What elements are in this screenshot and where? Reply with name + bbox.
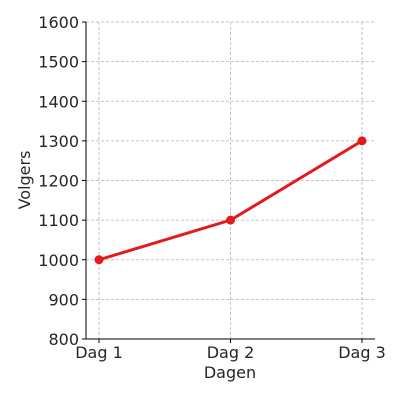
y-axis-label: Volgers: [15, 151, 34, 210]
x-tick-label: Dag 3: [338, 343, 386, 362]
x-axis-label: Dagen: [204, 363, 256, 382]
series-group: [94, 136, 367, 265]
data-point: [226, 215, 235, 225]
data-point: [357, 136, 367, 146]
data-point: [94, 255, 104, 265]
grid: [86, 21, 375, 340]
y-ticks: 800 900 1000 1100 1200 1300 1400 1500 1600: [38, 13, 86, 349]
y-tick-label: 1300: [38, 132, 79, 151]
x-ticks: Dag 1 Dag 2 Dag 3: [75, 339, 386, 362]
y-tick-label: 1100: [38, 211, 79, 230]
y-tick-label: 800: [48, 330, 79, 349]
y-tick-label: 1600: [38, 13, 79, 32]
y-tick-label: 1000: [38, 251, 79, 270]
y-tick-label: 1400: [38, 92, 79, 111]
y-tick-label: 1500: [38, 53, 79, 72]
y-tick-label: 1200: [38, 172, 79, 191]
y-tick-label: 900: [48, 290, 79, 309]
x-tick-label: Dag 1: [75, 343, 123, 362]
x-tick-label: Dag 2: [207, 343, 255, 362]
